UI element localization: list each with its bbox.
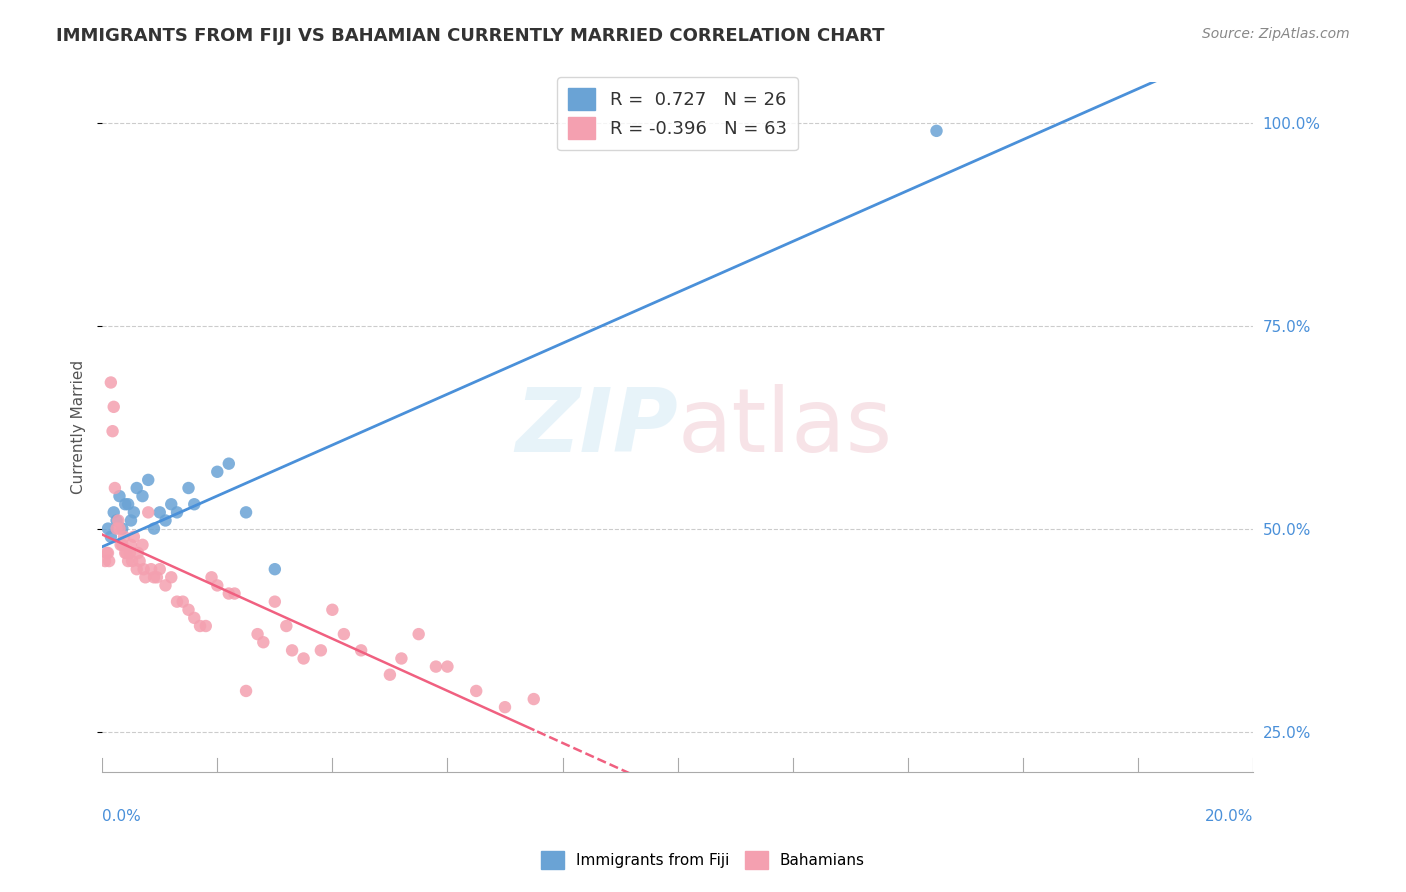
Point: [121, 554, 143, 568]
Point: [207, 465, 229, 479]
Point: [100, 530, 122, 544]
Point: [111, 538, 134, 552]
Point: [117, 554, 139, 568]
Text: IMMIGRANTS FROM FIJI VS BAHAMIAN CURRENTLY MARRIED CORRELATION CHART: IMMIGRANTS FROM FIJI VS BAHAMIAN CURRENT…: [56, 27, 884, 45]
Point: [143, 522, 166, 536]
Point: [114, 497, 136, 511]
Point: [177, 481, 200, 495]
Point: [132, 562, 155, 576]
Point: [925, 124, 948, 138]
Point: [194, 847, 217, 861]
Point: [465, 684, 488, 698]
Point: [108, 522, 131, 536]
Point: [134, 570, 156, 584]
Point: [120, 538, 142, 552]
Point: [218, 457, 240, 471]
Point: [183, 611, 205, 625]
Point: [166, 595, 188, 609]
Point: [122, 530, 145, 544]
Point: [246, 627, 269, 641]
Point: [111, 522, 134, 536]
Point: [523, 692, 546, 706]
Point: [100, 376, 122, 390]
Point: [200, 570, 222, 584]
Legend: Immigrants from Fiji, Bahamians: Immigrants from Fiji, Bahamians: [534, 845, 872, 875]
Point: [114, 546, 136, 560]
Point: [97, 546, 120, 560]
Point: [281, 643, 304, 657]
Point: [321, 603, 343, 617]
Point: [408, 627, 430, 641]
Point: [333, 627, 356, 641]
Point: [160, 570, 183, 584]
Text: ZIP: ZIP: [515, 384, 678, 471]
Point: [218, 586, 240, 600]
Point: [118, 546, 141, 560]
Point: [139, 562, 162, 576]
Point: [103, 505, 125, 519]
Point: [235, 505, 257, 519]
Point: [107, 514, 129, 528]
Point: [389, 651, 412, 665]
Point: [136, 473, 159, 487]
Text: Source: ZipAtlas.com: Source: ZipAtlas.com: [1202, 27, 1350, 41]
Point: [112, 530, 135, 544]
Point: [263, 595, 285, 609]
Point: [127, 546, 149, 560]
Point: [143, 570, 166, 584]
Point: [188, 619, 211, 633]
Point: [98, 554, 121, 568]
Point: [120, 514, 142, 528]
Point: [94, 554, 117, 568]
Point: [97, 522, 120, 536]
Point: [252, 635, 274, 649]
Point: [494, 700, 516, 714]
Point: [149, 505, 172, 519]
Point: [96, 546, 118, 560]
Point: [276, 619, 298, 633]
Point: [378, 667, 401, 681]
Point: [194, 619, 217, 633]
Point: [309, 643, 332, 657]
Point: [131, 489, 153, 503]
Point: [172, 595, 194, 609]
Point: [155, 514, 177, 528]
Point: [235, 684, 257, 698]
Text: atlas: atlas: [678, 384, 893, 471]
Point: [155, 578, 177, 592]
Point: [350, 643, 373, 657]
Point: [125, 481, 148, 495]
Point: [108, 489, 131, 503]
Point: [224, 586, 246, 600]
Point: [207, 578, 229, 592]
Point: [101, 424, 124, 438]
Text: 20.0%: 20.0%: [1205, 809, 1253, 823]
Point: [146, 570, 169, 584]
Point: [136, 505, 159, 519]
Point: [105, 514, 128, 528]
Point: [103, 400, 125, 414]
Point: [117, 497, 139, 511]
Legend: R =  0.727   N = 26, R = -0.396   N = 63: R = 0.727 N = 26, R = -0.396 N = 63: [558, 78, 797, 151]
Point: [292, 651, 315, 665]
Point: [436, 659, 458, 673]
Point: [105, 522, 128, 536]
Point: [425, 659, 447, 673]
Point: [183, 497, 205, 511]
Point: [128, 554, 150, 568]
Point: [160, 497, 183, 511]
Point: [115, 546, 138, 560]
Point: [149, 562, 172, 576]
Point: [131, 538, 153, 552]
Point: [110, 538, 132, 552]
Text: 0.0%: 0.0%: [103, 809, 141, 823]
Point: [166, 505, 188, 519]
Point: [177, 603, 200, 617]
Point: [263, 562, 285, 576]
Point: [122, 505, 145, 519]
Y-axis label: Currently Married: Currently Married: [72, 360, 86, 494]
Point: [104, 481, 127, 495]
Point: [125, 562, 148, 576]
